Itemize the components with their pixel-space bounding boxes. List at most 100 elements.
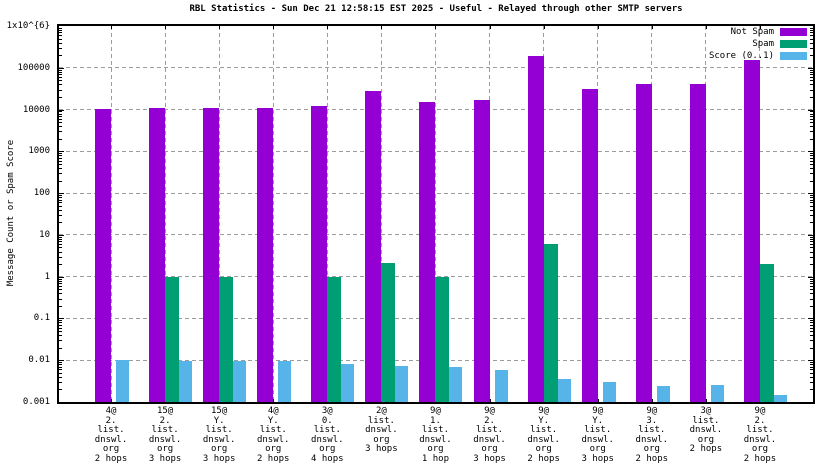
x-category-label-line: org xyxy=(643,444,660,454)
y-tick-label: 100000 xyxy=(17,62,50,73)
x-category-label-line: 15@ xyxy=(211,406,228,416)
y-major-tick xyxy=(808,109,813,111)
y-minor-tick xyxy=(59,122,62,124)
bar-score xyxy=(773,394,787,402)
gridline-vertical xyxy=(326,26,328,402)
y-minor-tick xyxy=(59,214,62,216)
y-minor-tick xyxy=(59,285,62,287)
x-category-label: 15@ 2. list. dnswl. org 3 hops xyxy=(133,406,197,464)
x-category-label-line: 1. xyxy=(430,415,441,426)
gridline-vertical xyxy=(272,26,274,402)
y-minor-tick xyxy=(59,55,62,57)
y-minor-tick xyxy=(59,389,62,391)
y-tick-label: 1x10^{6} xyxy=(6,21,50,31)
y-tick-label: 100 xyxy=(33,188,50,199)
y-tick-label: 0.001 xyxy=(22,397,50,407)
x-category-label-line: 3 hops xyxy=(202,453,236,464)
x-category-label: 9@ 2. list. dnswl. org 2 hops xyxy=(728,406,792,464)
y-minor-tick xyxy=(59,244,62,246)
y-minor-tick xyxy=(59,89,62,91)
y-minor-tick xyxy=(810,131,813,133)
y-minor-tick xyxy=(810,347,813,349)
y-minor-tick xyxy=(810,42,813,44)
gridline-vertical xyxy=(434,26,436,402)
x-category-label-line: 4@ xyxy=(105,406,117,416)
x-category-label-line: org xyxy=(211,444,228,454)
y-minor-tick xyxy=(59,222,62,224)
y-minor-tick xyxy=(59,77,62,79)
y-minor-tick xyxy=(59,138,62,140)
y-minor-tick xyxy=(59,205,62,207)
y-minor-tick xyxy=(59,322,62,324)
bar-score xyxy=(233,361,247,402)
x-category-label-line: dnswl. xyxy=(473,434,506,445)
x-category-label-line: dnswl. xyxy=(202,434,236,445)
y-minor-tick xyxy=(59,195,62,197)
y-minor-tick xyxy=(810,195,813,197)
y-minor-tick xyxy=(810,153,813,155)
y-minor-tick xyxy=(810,69,813,71)
y-minor-tick xyxy=(810,278,813,280)
y-minor-tick xyxy=(810,247,813,249)
bar-not-spam xyxy=(149,107,166,402)
x-tick xyxy=(489,399,491,402)
y-minor-tick xyxy=(59,199,62,201)
y-minor-tick xyxy=(810,214,813,216)
x-category-label: 9@ Y. list. dnswl. org 3 hops xyxy=(566,406,630,464)
x-category-label-line: 2. xyxy=(754,415,766,426)
y-minor-tick xyxy=(810,122,813,124)
x-category-label-line: list. xyxy=(313,425,341,435)
y-major-tick xyxy=(808,234,813,236)
x-category-label-line: list. xyxy=(584,425,612,435)
y-minor-tick xyxy=(810,209,813,211)
x-tick xyxy=(489,26,491,29)
y-minor-tick xyxy=(59,111,62,113)
x-category-label-line: 2. xyxy=(105,415,117,426)
x-category-label-line: org xyxy=(265,444,282,454)
y-minor-tick xyxy=(59,289,62,291)
x-category-label-line: list. xyxy=(638,425,666,435)
y-minor-tick xyxy=(59,236,62,238)
y-minor-tick xyxy=(59,320,62,322)
gridline-vertical xyxy=(110,26,112,402)
y-minor-tick xyxy=(810,320,813,322)
y-minor-tick xyxy=(59,155,62,157)
y-minor-tick xyxy=(59,38,62,40)
y-minor-tick xyxy=(810,199,813,201)
y-major-tick xyxy=(59,276,64,278)
y-minor-tick xyxy=(810,289,813,291)
x-tick xyxy=(705,26,707,29)
x-category-label-line: dnswl. xyxy=(743,434,777,445)
x-category-label: 9@ 3. list. dnswl. org 2 hops xyxy=(620,406,684,464)
y-tick-label: 0.01 xyxy=(28,355,50,366)
y-minor-tick xyxy=(810,38,813,40)
y-minor-tick xyxy=(810,167,813,169)
y-minor-tick xyxy=(59,118,62,120)
bar-spam xyxy=(435,276,450,402)
x-category-label-line: org xyxy=(156,444,174,454)
y-minor-tick xyxy=(59,157,62,159)
bar-not-spam xyxy=(473,99,490,402)
y-minor-tick xyxy=(59,366,62,368)
bar-not-spam xyxy=(365,90,382,402)
x-category-label-line: org xyxy=(373,434,390,445)
y-minor-tick xyxy=(59,126,62,128)
y-minor-tick xyxy=(810,205,813,207)
y-minor-tick xyxy=(59,335,62,337)
y-minor-tick xyxy=(810,376,813,378)
x-category-label-line: list. xyxy=(97,425,125,435)
x-category-label-line: dnswl. xyxy=(419,434,452,445)
y-minor-tick xyxy=(59,173,62,175)
y-minor-tick xyxy=(810,35,813,37)
y-minor-tick xyxy=(810,364,813,366)
y-minor-tick xyxy=(810,155,813,157)
x-category-label-line: org xyxy=(589,444,606,454)
y-minor-tick xyxy=(59,241,62,243)
y-minor-tick xyxy=(59,153,62,155)
y-major-tick xyxy=(808,67,813,69)
y-minor-tick xyxy=(59,116,62,118)
x-category-label-line: list. xyxy=(476,425,504,435)
x-category-label: 2@ list. dnswl. org 3 hops xyxy=(349,406,413,455)
bar-score xyxy=(602,382,616,402)
